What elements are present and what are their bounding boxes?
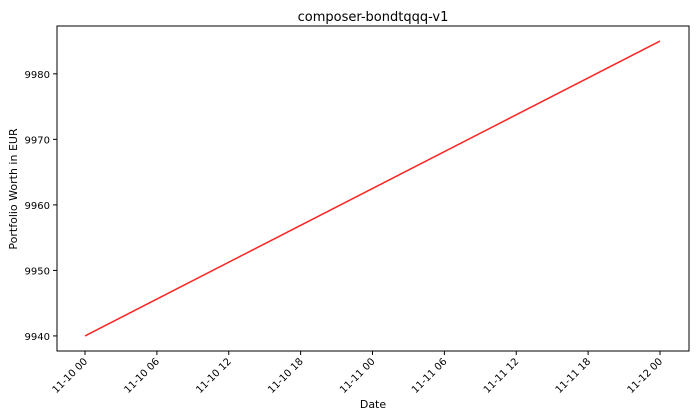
x-tick-label: 11-12 00 — [626, 356, 666, 396]
chart-title: composer-bondtqqq-v1 — [298, 10, 449, 25]
y-axis: 9940 9950 9960 9970 9980 — [25, 70, 57, 343]
y-tick-label: 9940 — [25, 332, 50, 343]
series-layer — [84, 40, 661, 337]
x-tick-label: 11-11 06 — [410, 356, 450, 396]
y-axis-label: Portfolio Worth in EUR — [7, 128, 20, 250]
x-axis: 11-10 00 11-10 06 11-10 12 11-10 18 11-11 00… — [51, 351, 666, 396]
y-tick-label: 9970 — [25, 135, 50, 146]
x-tick-label: 11-11 12 — [482, 356, 522, 396]
x-tick-label: 11-10 06 — [122, 356, 162, 396]
x-tick-label: 11-11 00 — [338, 356, 378, 396]
x-tick-label: 11-10 12 — [194, 356, 234, 396]
x-tick-label: 11-11 18 — [554, 356, 594, 396]
x-axis-label: Date — [360, 398, 387, 411]
y-tick-label: 9960 — [25, 201, 50, 212]
x-tick-label: 11-10 00 — [51, 356, 91, 396]
series-line — [84, 40, 661, 337]
y-tick-label: 9950 — [25, 266, 50, 277]
y-tick-label: 9980 — [25, 70, 50, 81]
x-tick-label: 11-10 18 — [266, 356, 306, 396]
